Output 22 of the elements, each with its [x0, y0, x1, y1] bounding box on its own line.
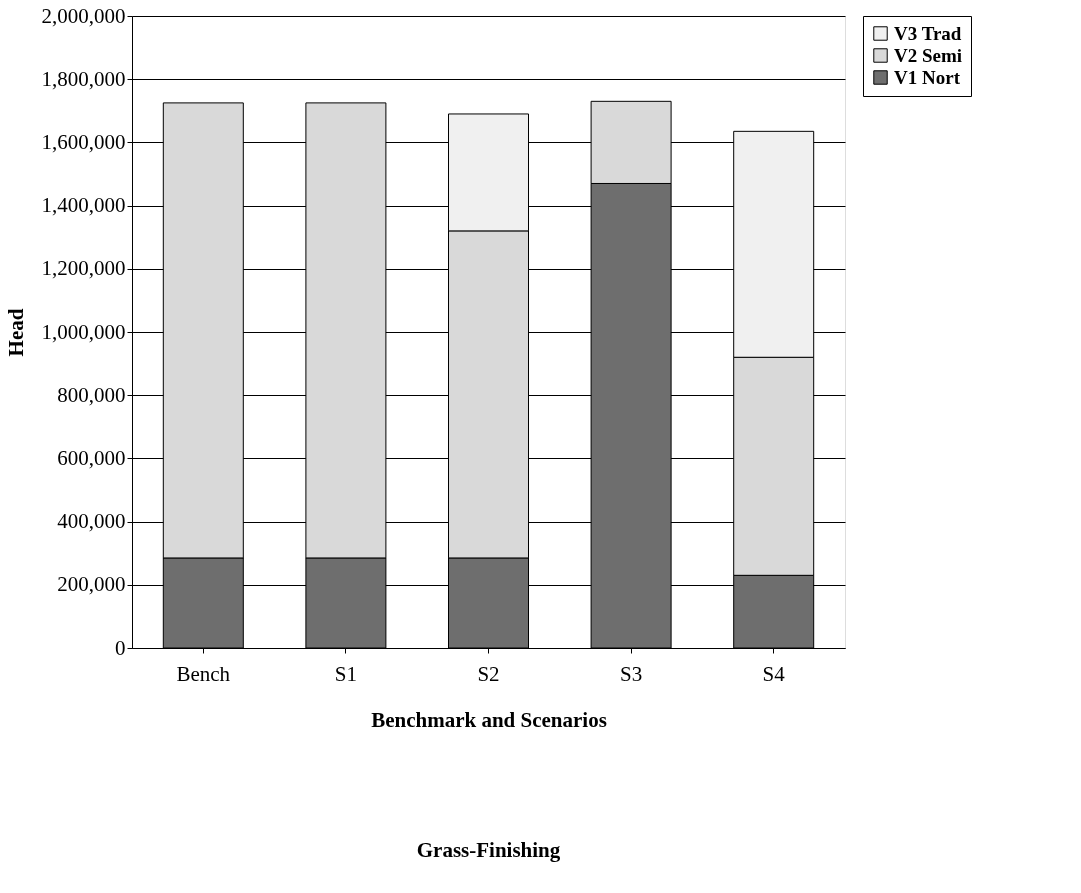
y-tick-label: 1,800,000: [41, 66, 126, 91]
y-tick-label: 1,400,000: [41, 193, 126, 218]
y-tick-label: 0: [115, 635, 126, 660]
x-tick-label: S3: [620, 661, 643, 686]
legend-label: V3 Trad: [894, 22, 962, 44]
y-tick-label: 1,600,000: [41, 129, 126, 154]
y-tick-label: 600,000: [57, 445, 126, 470]
x-tick-label: Bench: [176, 661, 231, 686]
y-tick-label: 200,000: [57, 572, 126, 597]
y-tick-label: 2,000,000: [41, 3, 126, 28]
legend-label: V1 Nort: [894, 66, 961, 88]
y-tick-label: 1,200,000: [41, 256, 126, 281]
x-tick-label: S4: [762, 661, 786, 686]
y-tick-label: 800,000: [57, 382, 126, 407]
y-tick-label: 1,000,000: [41, 319, 126, 344]
x-tick-label: S2: [477, 661, 500, 686]
legend-label: V2 Semi: [894, 44, 963, 66]
x-tick-label: S1: [334, 661, 357, 686]
x-axis-title: Benchmark and Scenarios: [371, 707, 607, 732]
text: Grass-Finishing: [416, 838, 561, 862]
y-tick-label: 400,000: [57, 509, 126, 534]
y-axis-title: Head: [3, 308, 28, 357]
